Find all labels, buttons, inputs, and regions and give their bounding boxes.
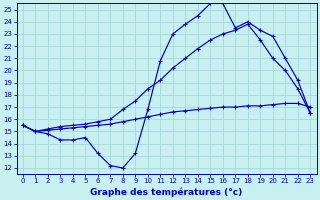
X-axis label: Graphe des températures (°c): Graphe des températures (°c) <box>91 187 243 197</box>
